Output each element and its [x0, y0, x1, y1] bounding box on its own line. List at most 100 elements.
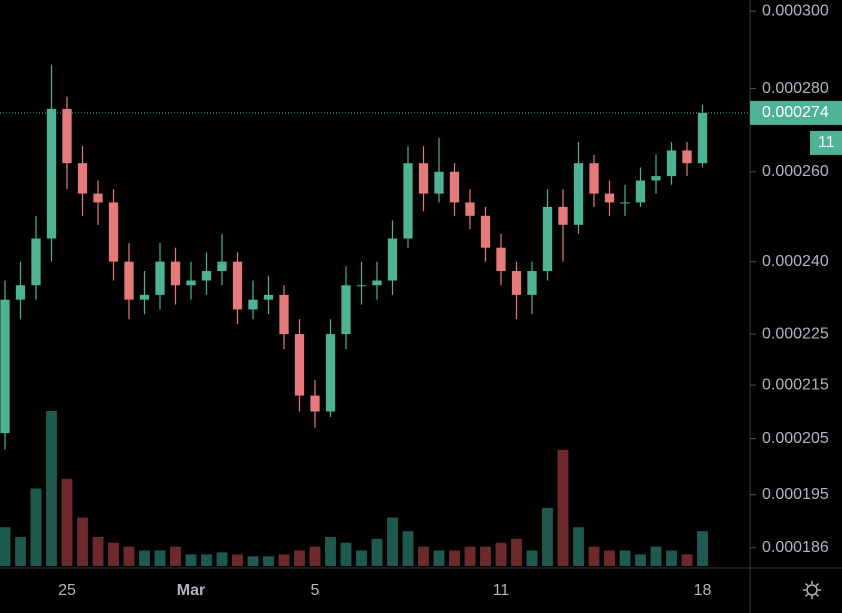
- candle-body: [558, 206, 568, 225]
- candle-body: [279, 294, 289, 335]
- volume-bar: [46, 411, 57, 566]
- y-tick-label: 0.000215: [762, 376, 829, 393]
- candle-body: [263, 294, 274, 300]
- countdown-box: [810, 130, 842, 155]
- candle-body: [139, 294, 150, 300]
- y-tick-label: 0.000240: [762, 253, 829, 270]
- volume-bar: [464, 546, 476, 566]
- candle-body: [620, 202, 630, 204]
- settings-icon[interactable]: [803, 581, 821, 599]
- volume-bar: [666, 550, 677, 566]
- volume-bar: [433, 550, 445, 566]
- volume-bar: [30, 488, 42, 566]
- candle-body: [465, 202, 475, 216]
- candle-body: [542, 206, 553, 272]
- volume-bar: [449, 550, 460, 566]
- candle-body: [604, 193, 615, 203]
- candle-body: [403, 163, 413, 239]
- volume-bar: [573, 527, 584, 566]
- candle-body: [341, 285, 351, 335]
- candle-body: [356, 285, 367, 287]
- candle-body: [217, 261, 227, 272]
- volume-bar: [619, 550, 631, 566]
- y-tick-label: 0.000186: [762, 539, 829, 556]
- candle-body: [232, 261, 243, 310]
- candle-body: [294, 334, 305, 396]
- candle-body: [46, 108, 57, 239]
- candle-body: [186, 280, 196, 286]
- volume-bar: [232, 554, 243, 566]
- volume-bar: [92, 536, 104, 566]
- candle-body: [155, 261, 165, 295]
- volume-bar: [480, 546, 491, 566]
- x-tick-label: 18: [694, 582, 712, 599]
- volume-bar: [511, 538, 522, 566]
- x-tick-label: Mar: [177, 582, 205, 599]
- candle-body: [310, 395, 320, 412]
- volume-bar: [557, 449, 569, 566]
- candle-body: [480, 215, 491, 248]
- y-tick-label: 0.000280: [762, 80, 829, 97]
- candle-body: [248, 299, 258, 310]
- plot-area: [0, 64, 708, 566]
- volume-bar: [123, 546, 135, 566]
- candle-body: [496, 247, 506, 272]
- candle-body: [93, 193, 103, 203]
- candle-body: [573, 163, 584, 225]
- volume-bar: [681, 554, 693, 566]
- volume-bar: [139, 550, 150, 566]
- volume-bar: [278, 554, 290, 566]
- candle-body: [31, 238, 41, 286]
- candle-body: [372, 280, 382, 286]
- candle-body: [449, 171, 460, 203]
- volume-bar: [170, 546, 181, 566]
- volume-bar: [387, 517, 398, 566]
- candle-body: [201, 271, 212, 281]
- last-price-label: 0.000274: [762, 104, 829, 121]
- volume-bar: [697, 531, 708, 566]
- volume-bar: [263, 556, 274, 566]
- volume-bar: [185, 554, 197, 566]
- volume-bar: [294, 550, 305, 566]
- candle-body: [511, 271, 522, 295]
- volume-bar: [154, 550, 166, 566]
- volume-bar: [108, 542, 119, 566]
- volume-bar: [216, 552, 228, 566]
- last-price-box: [750, 100, 842, 125]
- volume-bar: [201, 554, 212, 566]
- volume-bar: [325, 536, 336, 566]
- x-tick-label: 25: [58, 582, 76, 599]
- candle-body: [325, 334, 336, 412]
- candle-body: [666, 150, 677, 177]
- volume-bar: [247, 556, 259, 566]
- volume-bar: [61, 478, 73, 566]
- countdown-label: 11: [818, 134, 835, 151]
- candle-body: [0, 299, 10, 434]
- candle-body: [651, 176, 661, 181]
- candle-body: [124, 261, 134, 300]
- volume-bar: [604, 550, 615, 566]
- candle-body: [15, 285, 26, 300]
- y-tick-label: 0.000300: [762, 2, 829, 19]
- y-tick-label: 0.000195: [762, 486, 829, 503]
- volume-bar: [635, 554, 646, 566]
- candle-body: [682, 150, 692, 164]
- volume-bar: [402, 531, 414, 566]
- x-tick-label: 11: [493, 582, 510, 599]
- volume-bar: [309, 546, 321, 566]
- candle-body: [697, 112, 708, 164]
- candle-body: [387, 238, 398, 281]
- y-tick-label: 0.000260: [762, 163, 829, 180]
- candle-body: [434, 171, 444, 194]
- candle-body: [62, 108, 72, 164]
- y-tick-label: 0.000225: [762, 325, 829, 342]
- candle-body: [635, 180, 646, 203]
- candle-body: [418, 163, 429, 194]
- volume-bar: [371, 538, 383, 566]
- candle-body: [108, 202, 119, 262]
- volume-bar: [418, 546, 429, 566]
- volume-bar: [526, 550, 538, 566]
- candle-body: [527, 271, 537, 295]
- candle-body: [170, 261, 181, 286]
